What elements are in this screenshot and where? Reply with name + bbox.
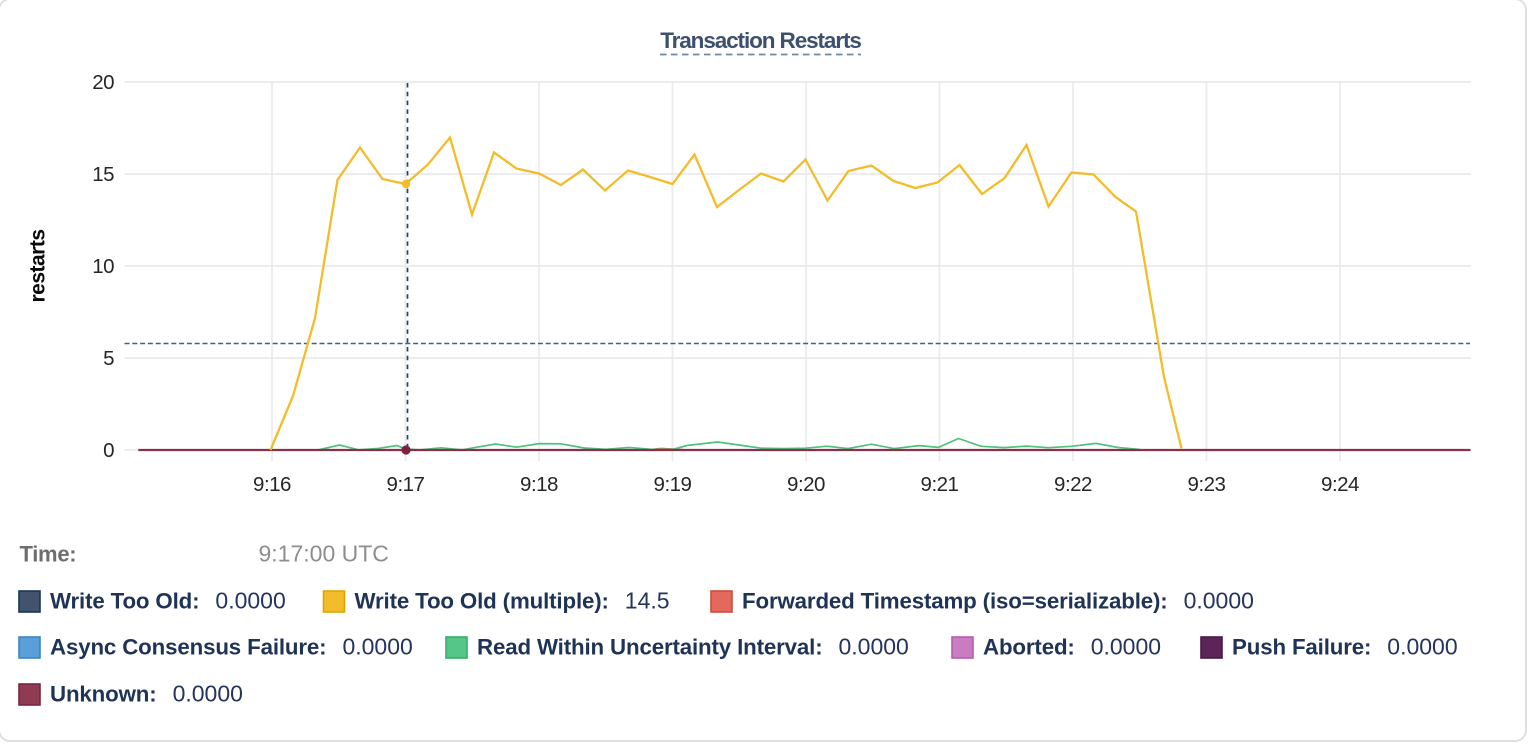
svg-text:Aborted:0.0000: Aborted: 0.0000	[983, 634, 1161, 660]
svg-text:Unknown:0.0000: Unknown: 0.0000	[50, 681, 243, 707]
svg-text:9:17:00 UTC: 9:17:00 UTC	[259, 541, 389, 567]
svg-text:9:20: 9:20	[787, 473, 825, 496]
svg-text:9:17: 9:17	[387, 473, 425, 496]
svg-text:Push Failure:0.0000: Push Failure: 0.0000	[1232, 634, 1458, 660]
svg-text:Time:: Time:	[20, 542, 77, 567]
svg-text:Read Within Uncertainty Interv: Read Within Uncertainty Interval: 0.0000	[477, 634, 909, 660]
svg-text:9:18: 9:18	[520, 473, 558, 496]
svg-text:Write Too Old (multiple):14.5: Write Too Old (multiple): 14.5	[355, 588, 670, 614]
svg-text:9:24: 9:24	[1321, 473, 1359, 496]
svg-text:9:22: 9:22	[1054, 473, 1092, 496]
svg-text:Forwarded Timestamp (iso=seria: Forwarded Timestamp (iso=serializable): 0…	[742, 588, 1254, 614]
svg-text:Transaction Restarts: Transaction Restarts	[660, 28, 861, 53]
svg-text:15: 15	[92, 163, 114, 186]
svg-text:20: 20	[92, 71, 114, 94]
svg-text:Write Too Old:0.0000: Write Too Old: 0.0000	[50, 588, 286, 614]
svg-text:9:21: 9:21	[921, 473, 959, 496]
svg-text:9:16: 9:16	[253, 473, 291, 496]
svg-text:5: 5	[103, 347, 114, 370]
svg-text:10: 10	[92, 255, 114, 278]
svg-text:Async Consensus Failure:0.0000: Async Consensus Failure: 0.0000	[50, 634, 413, 660]
svg-text:9:19: 9:19	[654, 473, 692, 496]
svg-text:9:23: 9:23	[1188, 473, 1226, 496]
svg-text:restarts: restarts	[27, 229, 50, 302]
svg-text:0: 0	[103, 439, 114, 462]
